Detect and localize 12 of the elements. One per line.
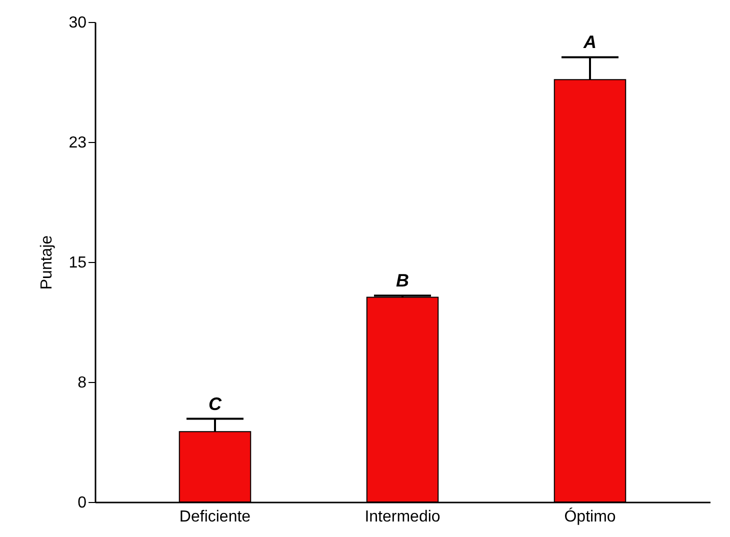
annotation: A <box>582 32 596 52</box>
y-tick-label: 30 <box>68 14 87 32</box>
x-tick-label: Deficiente <box>179 508 251 526</box>
y-tick-label: 15 <box>68 254 87 272</box>
annotation: B <box>396 270 409 291</box>
y-tick-label: 0 <box>78 494 87 512</box>
x-tick-label: Óptimo <box>564 508 616 526</box>
y-tick-label: 23 <box>68 134 87 152</box>
y-tick-label: 8 <box>78 374 87 392</box>
annotation: C <box>208 394 222 414</box>
y-axis-title: Puntaje <box>38 235 56 290</box>
x-tick-label: Intermedio <box>364 508 440 526</box>
